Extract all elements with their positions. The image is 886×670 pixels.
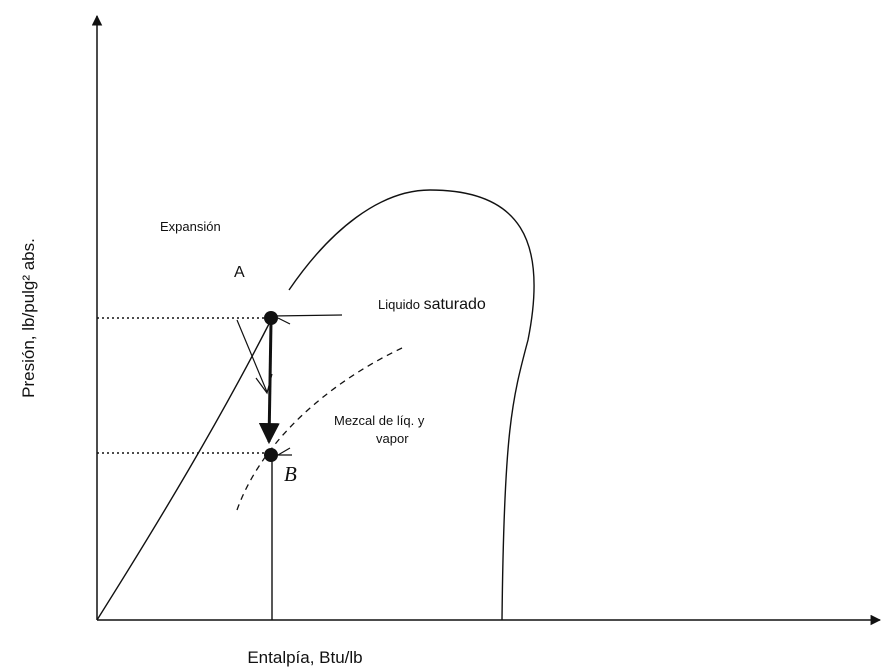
mixture-label-2: vapor xyxy=(376,431,409,446)
y-axis-label: Presión, lb/pulg² abs. xyxy=(19,238,38,398)
liquid-large: saturado xyxy=(424,296,486,313)
expansion-label: Expansión xyxy=(160,219,221,234)
x-axis-label: Entalpía, Btu/lb xyxy=(247,648,362,667)
mixture-label-1: Mezcal de líq. y xyxy=(334,413,425,428)
leader-b-tick xyxy=(277,447,291,456)
point-b xyxy=(264,448,278,462)
point-a xyxy=(264,311,278,325)
point-a-label: A xyxy=(234,264,245,281)
dome-curve xyxy=(288,189,535,621)
quality-curve xyxy=(236,347,403,511)
liquid-small: Liquido xyxy=(378,297,420,312)
leader-a-tick xyxy=(277,317,291,325)
liquid-label: Liquido saturado xyxy=(378,296,486,313)
thin-arrowhead xyxy=(255,373,273,395)
leader-a xyxy=(271,314,343,317)
expansion-thin-line xyxy=(236,319,268,393)
saturated-liquid-line xyxy=(96,317,273,621)
point-b-label: B xyxy=(284,462,297,486)
